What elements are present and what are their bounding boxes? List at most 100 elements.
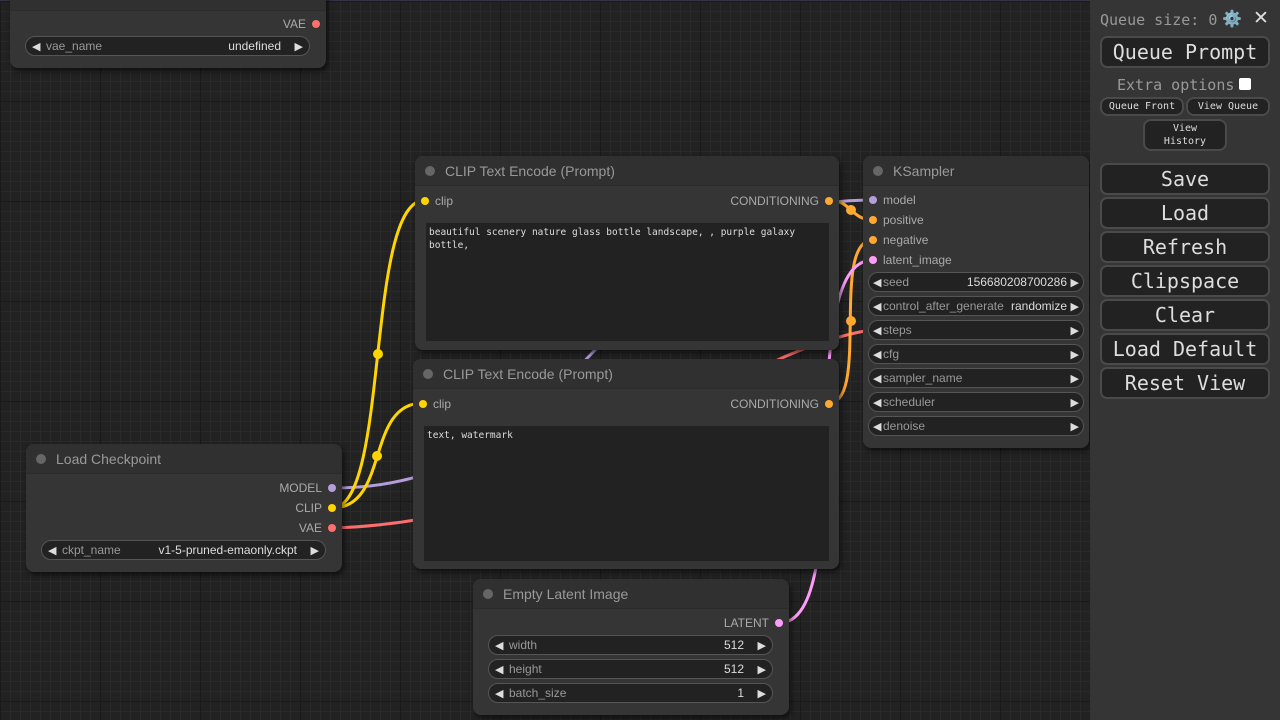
load-checkpoint-node[interactable]: Load Checkpoint MODEL CLIP VAE ◀ ckpt_nam…	[26, 444, 342, 572]
wire-midpoint[interactable]	[846, 205, 856, 215]
arrow-left-icon[interactable]: ◀	[873, 372, 882, 385]
clip-text-encode-positive-node[interactable]: CLIP Text Encode (Prompt) clip CONDITION…	[415, 156, 839, 350]
queue-prompt-button[interactable]: Queue Prompt	[1100, 36, 1270, 68]
slot-dot[interactable]	[312, 20, 320, 28]
arrow-right-icon[interactable]: ▶	[1070, 348, 1079, 361]
arrow-right-icon[interactable]: ▶	[1070, 372, 1079, 385]
node-title-bar[interactable]: CLIP Text Encode (Prompt)	[413, 359, 839, 389]
slot-dot[interactable]	[869, 236, 877, 244]
slot-dot[interactable]	[328, 484, 336, 492]
slot-dot[interactable]	[419, 400, 427, 408]
arrow-left-icon[interactable]: ◀	[873, 276, 882, 289]
widget-control-after-generate[interactable]: ◀ control_after_generate randomize ▶	[868, 296, 1084, 316]
arrow-left-icon[interactable]: ◀	[873, 300, 882, 313]
clear-button[interactable]: Clear	[1100, 299, 1270, 331]
save-button[interactable]: Save	[1100, 163, 1270, 195]
input-clip[interactable]: clip	[419, 397, 451, 411]
gear-icon[interactable]: ⚙️	[1222, 9, 1242, 28]
load-button[interactable]: Load	[1100, 197, 1270, 229]
arrow-left-icon[interactable]: ◀	[48, 544, 57, 557]
widget-cfg[interactable]: ◀ cfg ▶	[868, 344, 1084, 364]
slot-dot[interactable]	[825, 197, 833, 205]
widget-scheduler[interactable]: ◀ scheduler ▶	[868, 392, 1084, 412]
collapse-dot-icon[interactable]	[873, 166, 883, 176]
node-title-bar[interactable]: KSampler	[863, 156, 1089, 186]
slot-dot[interactable]	[825, 400, 833, 408]
arrow-left-icon[interactable]: ◀	[495, 639, 504, 652]
refresh-button[interactable]: Refresh	[1100, 231, 1270, 263]
widget-width[interactable]: ◀ width 512 ▶	[488, 635, 773, 655]
wire-midpoint[interactable]	[846, 316, 856, 326]
vae-loader-node[interactable]: VAE ◀ vae_name undefined ▶	[10, 0, 326, 68]
close-icon[interactable]: ✕	[1253, 7, 1269, 29]
wire-midpoint[interactable]	[373, 349, 383, 359]
input-clip[interactable]: clip	[421, 194, 453, 208]
output-clip[interactable]: CLIP	[295, 501, 336, 515]
collapse-dot-icon[interactable]	[483, 589, 493, 599]
arrow-left-icon[interactable]: ◀	[873, 396, 882, 409]
node-title-bar[interactable]: Load Checkpoint	[26, 444, 342, 474]
slot-dot[interactable]	[421, 197, 429, 205]
clipspace-button[interactable]: Clipspace	[1100, 265, 1270, 297]
load-default-button[interactable]: Load Default	[1100, 333, 1270, 365]
arrow-left-icon[interactable]: ◀	[32, 40, 41, 53]
widget-seed[interactable]: ◀ seed 156680208700286 ▶	[868, 272, 1084, 292]
arrow-right-icon[interactable]: ▶	[310, 544, 319, 557]
input-model[interactable]: model	[869, 193, 916, 207]
output-vae[interactable]: VAE	[283, 17, 320, 31]
output-latent[interactable]: LATENT	[724, 616, 783, 630]
output-conditioning[interactable]: CONDITIONING	[730, 194, 833, 208]
reset-view-button[interactable]: Reset View	[1100, 367, 1270, 399]
node-title-bar[interactable]: Empty Latent Image	[473, 579, 789, 609]
input-positive[interactable]: positive	[869, 213, 924, 227]
arrow-right-icon[interactable]: ▶	[294, 40, 303, 53]
widget-label: denoise	[883, 419, 926, 433]
arrow-right-icon[interactable]: ▶	[1070, 396, 1079, 409]
arrow-right-icon[interactable]: ▶	[757, 687, 766, 700]
slot-dot[interactable]	[869, 216, 877, 224]
widget-batch-size[interactable]: ◀ batch_size 1 ▶	[488, 683, 773, 703]
collapse-dot-icon[interactable]	[425, 166, 435, 176]
ksampler-node[interactable]: KSampler model positive negative latent_…	[863, 156, 1089, 448]
node-title-bar[interactable]	[10, 0, 326, 11]
view-history-button[interactable]: View History	[1143, 119, 1227, 151]
slot-dot[interactable]	[869, 196, 877, 204]
prompt-textarea[interactable]: beautiful scenery nature glass bottle la…	[426, 223, 829, 341]
extra-options-checkbox[interactable]	[1239, 78, 1251, 90]
arrow-left-icon[interactable]: ◀	[873, 324, 882, 337]
arrow-left-icon[interactable]: ◀	[873, 348, 882, 361]
slot-dot[interactable]	[328, 504, 336, 512]
arrow-right-icon[interactable]: ▶	[1070, 300, 1079, 313]
widget-ckpt-name[interactable]: ◀ ckpt_name v1-5-pruned-emaonly.ckpt ▶	[41, 540, 326, 560]
arrow-right-icon[interactable]: ▶	[1070, 420, 1079, 433]
empty-latent-image-node[interactable]: Empty Latent Image LATENT ◀ width 512 ▶ ◀ he…	[473, 579, 789, 715]
node-title-bar[interactable]: CLIP Text Encode (Prompt)	[415, 156, 839, 186]
collapse-dot-icon[interactable]	[36, 454, 46, 464]
widget-denoise[interactable]: ◀ denoise ▶	[868, 416, 1084, 436]
collapse-dot-icon[interactable]	[423, 369, 433, 379]
prompt-textarea[interactable]: text, watermark	[424, 426, 829, 561]
arrow-right-icon[interactable]: ▶	[757, 639, 766, 652]
widget-vae-name[interactable]: ◀ vae_name undefined ▶	[25, 36, 310, 56]
wire-midpoint[interactable]	[372, 451, 382, 461]
arrow-left-icon[interactable]: ◀	[873, 420, 882, 433]
input-negative[interactable]: negative	[869, 233, 928, 247]
arrow-right-icon[interactable]: ▶	[1070, 324, 1079, 337]
slot-dot[interactable]	[775, 619, 783, 627]
widget-sampler-name[interactable]: ◀ sampler_name ▶	[868, 368, 1084, 388]
arrow-right-icon[interactable]: ▶	[757, 663, 766, 676]
slot-dot[interactable]	[328, 524, 336, 532]
output-conditioning[interactable]: CONDITIONING	[730, 397, 833, 411]
slot-dot[interactable]	[869, 256, 877, 264]
arrow-left-icon[interactable]: ◀	[495, 663, 504, 676]
clip-text-encode-negative-node[interactable]: CLIP Text Encode (Prompt) clip CONDITION…	[413, 359, 839, 569]
widget-steps[interactable]: ◀ steps ▶	[868, 320, 1084, 340]
input-latent-image[interactable]: latent_image	[869, 253, 952, 267]
output-vae[interactable]: VAE	[299, 521, 336, 535]
arrow-right-icon[interactable]: ▶	[1070, 276, 1079, 289]
view-queue-button[interactable]: View Queue	[1186, 97, 1270, 116]
widget-height[interactable]: ◀ height 512 ▶	[488, 659, 773, 679]
arrow-left-icon[interactable]: ◀	[495, 687, 504, 700]
output-model[interactable]: MODEL	[279, 481, 336, 495]
queue-front-button[interactable]: Queue Front	[1100, 97, 1184, 116]
